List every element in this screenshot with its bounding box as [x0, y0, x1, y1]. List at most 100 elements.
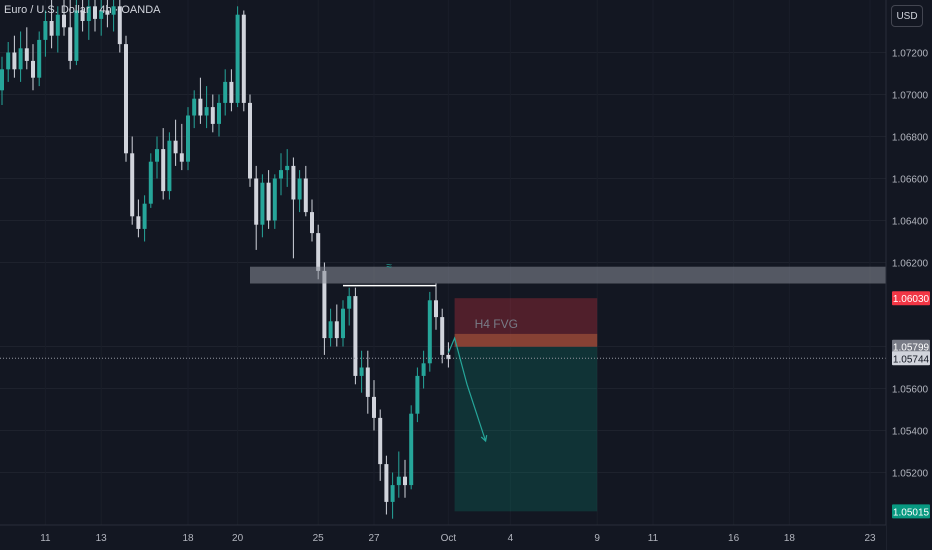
price-axis[interactable]: 1.07200 1.07000 1.06800 1.06600 1.06400 1.062… [885, 0, 932, 550]
candle[interactable] [384, 455, 389, 515]
candle[interactable] [155, 136, 159, 179]
candle[interactable] [347, 287, 352, 326]
candle[interactable] [334, 304, 339, 347]
price-label-tag[interactable]: 1.05744 [892, 351, 930, 366]
time-tick-label: 11 [648, 533, 659, 544]
candle[interactable] [167, 132, 172, 200]
candle[interactable] [99, 0, 104, 36]
time-tick-label: 23 [864, 533, 876, 544]
candle-body [378, 417, 383, 465]
candle[interactable] [291, 157, 296, 259]
candle[interactable] [6, 42, 11, 82]
candle[interactable] [117, 0, 122, 53]
price-tick-label: 1.05600 [892, 385, 929, 396]
candle[interactable] [285, 149, 290, 187]
candle-body [31, 60, 35, 78]
candle[interactable] [217, 94, 221, 137]
candle[interactable] [18, 31, 23, 82]
candle[interactable] [440, 308, 445, 364]
candle[interactable] [62, 0, 66, 36]
candle[interactable] [86, 0, 91, 40]
candle-body [229, 81, 234, 103]
price-label-tag[interactable]: 1.06030 [892, 291, 930, 306]
candle-body [248, 102, 252, 179]
candle[interactable] [142, 195, 147, 242]
candle[interactable] [173, 119, 178, 166]
candle[interactable] [421, 350, 426, 389]
candle[interactable] [55, 6, 60, 53]
candle[interactable] [365, 350, 370, 414]
candle[interactable] [43, 10, 48, 57]
candle[interactable] [409, 405, 414, 490]
candle[interactable] [446, 342, 451, 368]
projection-path [447, 336, 487, 442]
candle[interactable] [204, 86, 209, 129]
candle[interactable] [0, 56, 4, 105]
candle[interactable] [415, 367, 420, 423]
candle-body [210, 107, 215, 124]
candle[interactable] [136, 199, 141, 238]
candle[interactable] [297, 170, 302, 213]
candle[interactable] [80, 0, 85, 32]
candle[interactable] [31, 44, 35, 91]
candle[interactable] [272, 174, 277, 229]
candle[interactable] [105, 0, 110, 28]
candle-body [136, 216, 141, 229]
candle[interactable] [396, 451, 401, 498]
candle-body [124, 44, 128, 154]
candle-body [341, 308, 345, 339]
candle[interactable] [198, 77, 203, 124]
candle[interactable] [359, 350, 364, 393]
candle-body [49, 21, 54, 36]
candle[interactable] [186, 107, 190, 171]
candle[interactable] [24, 27, 29, 70]
candle[interactable] [37, 31, 42, 87]
time-tick-label: 27 [368, 533, 380, 544]
candle[interactable] [434, 283, 438, 330]
candle[interactable] [93, 0, 97, 32]
price-label-bg [892, 339, 930, 354]
candle[interactable] [254, 165, 259, 250]
candle[interactable] [260, 174, 265, 238]
candle[interactable] [328, 308, 333, 347]
candle[interactable] [192, 90, 197, 129]
candle-body [111, 6, 116, 15]
price-label-tag[interactable]: 1.05015 [892, 504, 930, 519]
price-tick-label: 1.07000 [892, 91, 929, 102]
candle[interactable] [403, 459, 407, 498]
candle[interactable] [310, 199, 314, 242]
price-label-tag[interactable]: 1.05799 [892, 339, 930, 354]
candle[interactable] [124, 35, 128, 162]
candle[interactable] [229, 69, 234, 112]
candle[interactable] [161, 128, 166, 200]
candle[interactable] [341, 300, 345, 347]
candle[interactable] [279, 153, 283, 196]
candle[interactable] [223, 69, 228, 116]
candle[interactable] [241, 10, 246, 112]
candle[interactable] [12, 35, 17, 78]
candle-body [86, 6, 91, 22]
candle[interactable] [68, 0, 73, 70]
time-tick-label: Oct [441, 533, 457, 544]
time-axis[interactable]: 11 13 18 20 25 27 Oct 4 9 11 16 18 23 [0, 524, 886, 550]
candle[interactable] [148, 153, 153, 208]
currency-button[interactable]: USD [891, 5, 923, 27]
candle[interactable] [303, 165, 308, 217]
candle[interactable] [372, 380, 376, 431]
candle[interactable] [210, 94, 215, 133]
candle[interactable] [353, 287, 358, 385]
price-tick-label: 1.06600 [892, 175, 929, 186]
candle[interactable] [378, 409, 383, 481]
candle[interactable] [179, 123, 184, 171]
candle[interactable] [235, 6, 240, 108]
candle-body [409, 413, 414, 486]
candle[interactable] [248, 94, 252, 187]
candle[interactable] [390, 472, 395, 519]
candle[interactable] [266, 170, 271, 229]
candle[interactable] [74, 0, 79, 66]
candle[interactable] [427, 291, 432, 372]
candle[interactable] [111, 0, 116, 32]
candle[interactable] [130, 136, 135, 225]
candle[interactable] [49, 0, 54, 49]
